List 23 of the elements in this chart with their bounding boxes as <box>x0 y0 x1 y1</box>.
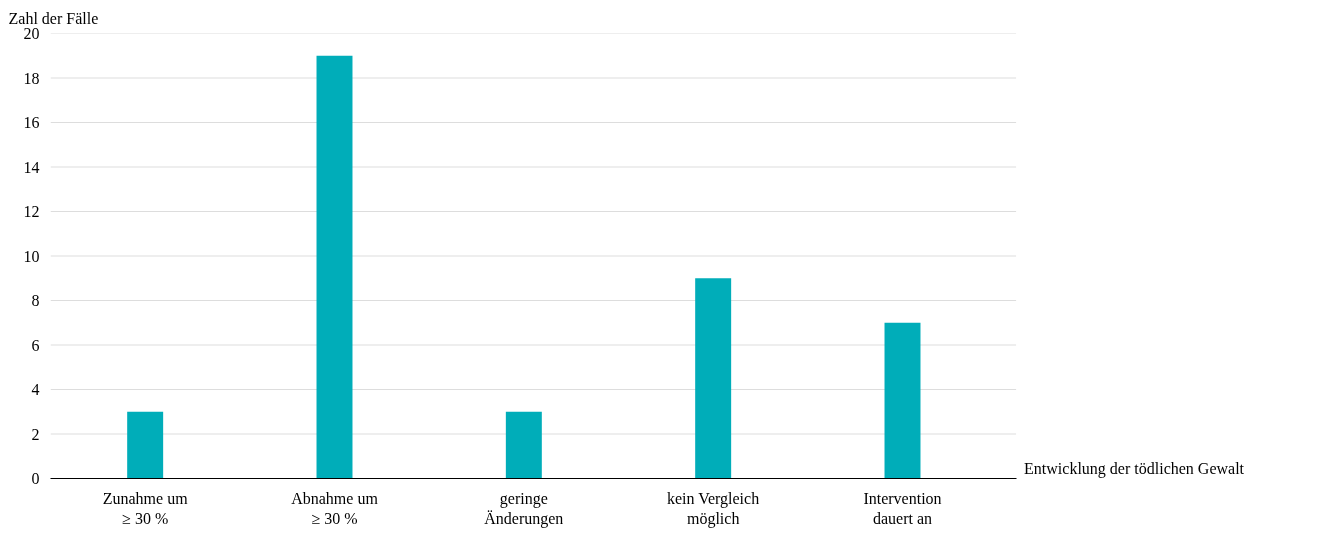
bar <box>695 278 732 479</box>
bar <box>127 411 164 479</box>
x-tick-label: geringe Änderungen <box>484 489 564 528</box>
x-tick-label: Zunahme um ≥ 30 % <box>102 489 189 527</box>
y-tick-label: 20 <box>23 25 40 42</box>
y-tick-label: 10 <box>23 247 40 265</box>
bar <box>884 322 921 479</box>
y-tick-label: 8 <box>31 292 40 309</box>
y-tick-label: 18 <box>23 69 40 87</box>
y-tick-label: 6 <box>31 336 40 354</box>
y-tick-label: 12 <box>23 203 40 220</box>
y-tick-label: 16 <box>23 114 40 131</box>
bar <box>505 411 542 479</box>
y-tick-label: 2 <box>31 425 40 443</box>
y-tick-label: 4 <box>31 381 40 398</box>
y-tick-label: 14 <box>23 158 40 176</box>
x-tick-label: Abnahme um ≥ 30 % <box>291 489 379 527</box>
x-axis-title: Entwicklung der tödlichen Gewalt <box>1024 459 1245 478</box>
bar <box>316 55 353 479</box>
x-tick-label: Intervention dauert an <box>863 489 942 527</box>
y-axis-title: Zahl der Fälle <box>8 9 99 27</box>
y-tick-label: 0 <box>31 470 40 487</box>
x-tick-label: kein Vergleich möglich <box>666 489 760 528</box>
